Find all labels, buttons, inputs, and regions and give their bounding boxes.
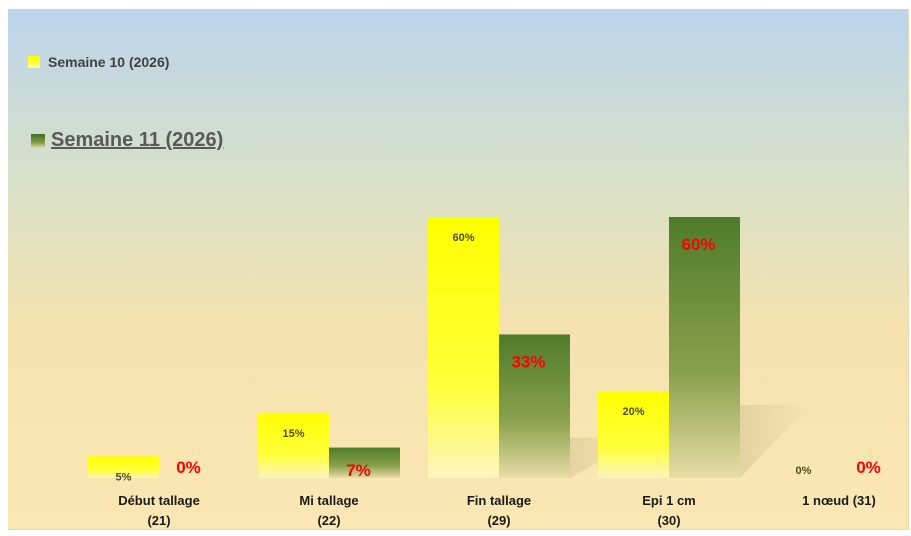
legend-swatch-semaine-10 [28,56,40,68]
legend-item-semaine-10: Semaine 10 (2026) [28,54,169,70]
legend-swatch-semaine-11 [31,133,45,148]
data-label-semaine-11-2: 33% [511,352,545,371]
legend-item-semaine-11: Semaine 11 (2026) [31,129,223,152]
data-label-semaine-10-0: 5% [116,471,132,483]
bar-semaine-11-1 [329,447,400,478]
data-label-semaine-10-1: 15% [282,428,304,440]
data-label-semaine-10-4: 0% [796,465,812,477]
data-label-semaine-11-0: 0% [176,458,201,477]
data-label-semaine-10-3: 20% [622,406,644,418]
bar-plot: 5% 0% Début tallage (21) 15% 7% Mi tallage (22)… [88,217,881,528]
category-label-3: Epi 1 cm (30) [642,493,695,528]
bar-semaine-10-1 [258,412,329,478]
data-label-semaine-10-2: 60% [452,232,474,244]
category-label-1: Mi tallage (22) [299,493,358,528]
bar-semaine-11-3 [669,217,740,478]
legend-label-semaine-10: Semaine 10 (2026) [48,54,170,70]
category-label-4: 1 nœud (31) [802,493,876,508]
data-label-semaine-11-3: 60% [681,235,715,254]
bar-semaine-10-0 [88,456,159,478]
bar-semaine-10-3 [598,391,669,478]
chart-area: Semaine 10 (2026) Semaine 11 (2026) 5% 0%… [8,9,909,530]
bar-semaine-10-2 [428,217,499,478]
bar-semaine-11-2 [499,334,570,478]
legend-label-semaine-11: Semaine 11 (2026) [51,129,224,151]
category-label-0: Début tallage (21) [118,493,200,528]
data-label-semaine-11-1: 7% [346,461,371,480]
category-label-2: Fin tallage (29) [467,493,531,528]
data-label-semaine-11-4: 0% [856,458,881,477]
